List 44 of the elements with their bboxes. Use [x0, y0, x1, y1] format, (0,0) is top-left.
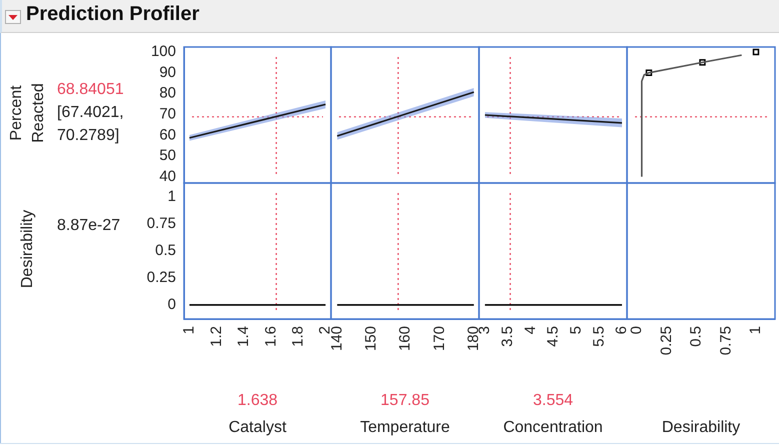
x-axis-title: Catalyst [228, 419, 288, 437]
y-tick-label: 40 [159, 168, 176, 185]
x-axis-title: Temperature [359, 419, 451, 437]
y-tick-label: 1 [168, 188, 176, 206]
x-tick-label: 1.8 [289, 326, 306, 347]
x-tick-label: 150 [362, 326, 380, 352]
y-axis-title: Desirability [18, 208, 37, 290]
y-tick-label: 50 [159, 147, 176, 164]
y-tick-label: 90 [159, 64, 176, 81]
x-tick-label: 1.4 [235, 326, 252, 347]
x-axis-title: Desirability [660, 419, 742, 437]
x-tick-label: 1.6 [262, 326, 280, 347]
x-tick-label: 4.5 [544, 326, 562, 347]
chart-title: Prediction Profiler [26, 3, 200, 26]
x-tick-label: 170 [430, 326, 448, 352]
x-tick-label: 0.75 [717, 326, 734, 356]
x-tick-label: 3.5 [498, 326, 516, 347]
x-tick-label: 1.2 [208, 326, 225, 347]
x-tick-label: 0.5 [688, 326, 705, 347]
ref-line-label: 3.554 [532, 392, 574, 410]
y-axis-title: Percent Reacted [8, 82, 48, 145]
y-tick-label: 80 [159, 84, 176, 102]
x-tick-label: 0.25 [658, 326, 675, 356]
ref-line-label: 1.638 [236, 392, 279, 410]
text: [67.4021, 70.2789] [57, 103, 125, 146]
text: 8.87e-27 [57, 216, 122, 236]
x-tick-label: 0 [628, 326, 646, 334]
ref-line-label: 68.84051 [57, 80, 125, 100]
y-tick-label: 100 [150, 43, 176, 60]
y-tick-label: 0.25 [146, 269, 176, 286]
y-tick-label: 0.5 [155, 242, 176, 260]
y-tick-label: 0.75 [146, 215, 176, 232]
x-tick-label: 1 [180, 326, 198, 334]
x-tick-label: 5.5 [590, 326, 608, 347]
x-tick-label: 5 [567, 326, 584, 334]
y-tick-label: 0 [168, 296, 176, 314]
y-tick-label: 60 [159, 126, 176, 144]
x-tick-label: 6 [613, 326, 630, 334]
x-tick-label: 160 [396, 326, 414, 352]
x-tick-label: 1 [747, 326, 764, 334]
x-axis-title: Concentration [502, 419, 604, 437]
x-tick-label: 4 [522, 326, 539, 334]
ref-line-label: 157.85 [380, 392, 430, 410]
y-tick-label: 70 [159, 106, 176, 123]
